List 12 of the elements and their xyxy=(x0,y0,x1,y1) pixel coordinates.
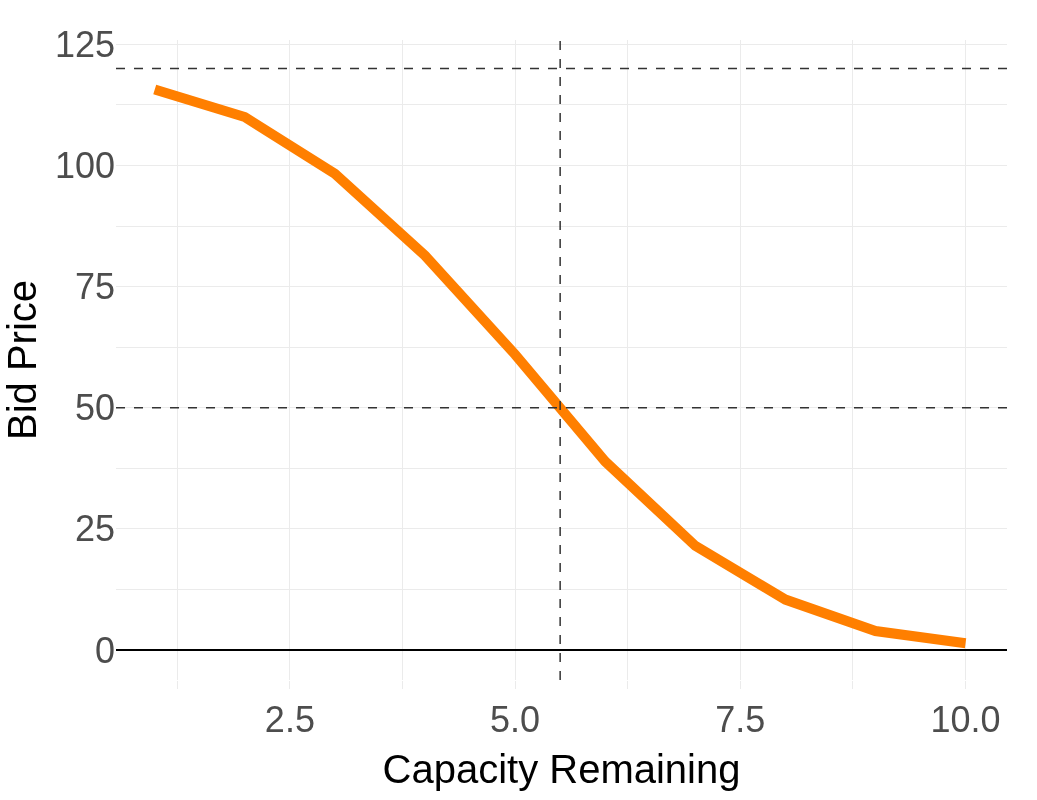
y-tick-label: 25 xyxy=(74,508,115,550)
y-tick-label: 50 xyxy=(74,387,115,429)
y-tick-label: 75 xyxy=(74,266,115,308)
y-axis-title: Bid Price xyxy=(0,279,44,441)
x-tick-label: 5.0 xyxy=(490,699,541,741)
x-tick-label: 2.5 xyxy=(264,699,315,741)
y-tick-label: 100 xyxy=(54,145,115,187)
x-tick-label: 10.0 xyxy=(930,699,1001,741)
x-axis-title: Capacity Remaining xyxy=(382,746,741,791)
y-tick-label: 125 xyxy=(54,23,115,65)
x-tick-label: 7.5 xyxy=(715,699,766,741)
y-tick-label: 0 xyxy=(94,629,115,671)
